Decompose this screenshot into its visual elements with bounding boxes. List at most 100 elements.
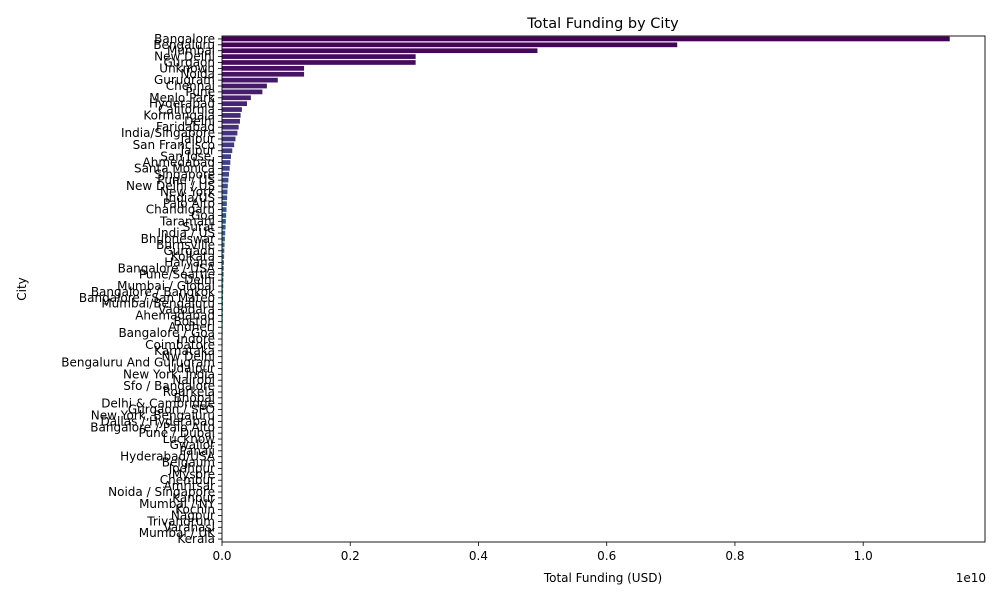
y-tick-label: Gurgaon / SFO	[128, 403, 215, 417]
y-tick-label: Pune	[185, 85, 215, 99]
bar	[222, 42, 678, 48]
y-tick-label: Nairobi	[172, 373, 215, 387]
y-tick-label: Varanasi	[164, 520, 215, 534]
bar	[222, 289, 224, 295]
y-tick-label: Mumbai / Global	[117, 279, 215, 293]
y-tick-label: Pune / Dubai	[139, 426, 215, 440]
y-tick-label: California	[158, 103, 215, 117]
y-tick-label: Ahmedabad	[143, 156, 215, 170]
y-tick-label: Hyderabad/USA	[120, 450, 216, 464]
y-tick-label: Bangalore / San Mateo	[79, 291, 215, 305]
bar	[222, 66, 305, 71]
bar	[222, 213, 227, 218]
y-tick-label: Belgaum	[162, 456, 215, 470]
x-tick-label: 0.0	[212, 549, 231, 563]
bar	[222, 271, 224, 277]
y-tick-label: Kochin	[175, 503, 215, 517]
y-tick-label: Chandigarh	[146, 203, 215, 217]
bar	[222, 295, 224, 301]
bar	[222, 201, 227, 207]
y-axis-title: City	[15, 277, 29, 301]
y-tick-label: Jaipur	[180, 144, 215, 158]
bar	[222, 207, 227, 212]
y-tick-label: Kanpur	[172, 491, 215, 505]
bar	[222, 54, 416, 59]
bar	[222, 101, 248, 107]
bar	[222, 136, 236, 142]
y-tick-label: Lucknow	[163, 432, 216, 446]
y-tick-label: Bangalore / Goa	[118, 326, 215, 340]
y-tick-label: Taramani	[159, 214, 215, 228]
x-tick-label: 0.6	[597, 549, 616, 563]
y-tick-label: Faridabad	[156, 120, 215, 134]
bar	[222, 248, 225, 254]
y-tick-label: San Jose,	[160, 150, 215, 164]
y-tick-label: Bangalore / Bangkok	[91, 285, 215, 299]
y-tick-label: Gurugram	[154, 73, 215, 87]
x-tick-label: 0.2	[341, 549, 360, 563]
bar	[222, 171, 230, 177]
y-tick-label: Karnataka	[154, 344, 215, 358]
x-tick-label: 1.0	[854, 549, 873, 563]
y-tick-label: Goa	[191, 208, 215, 222]
y-tick-label: Delhi	[184, 273, 215, 287]
y-tick-label: Bengaluru	[153, 38, 215, 52]
y-tick-label: Nw Delhi	[161, 350, 215, 364]
bar	[222, 60, 416, 65]
bar	[222, 224, 226, 230]
y-tick-label: Nagpur	[171, 509, 215, 523]
x-tick-label: 0.8	[725, 549, 744, 563]
bar	[222, 113, 241, 118]
chart-title: Total Funding by City	[526, 16, 679, 32]
bar	[222, 277, 224, 283]
y-tick-label: Hyderabad	[149, 97, 215, 111]
bar	[222, 71, 305, 77]
bar	[222, 89, 263, 95]
y-tick-label: Delhi	[184, 114, 215, 128]
y-tick-label: Kormangala	[143, 108, 215, 122]
y-tick-label: New Delhi / US	[126, 179, 215, 193]
y-tick-label: Singapore	[154, 167, 215, 181]
x-tick-label: 0.4	[469, 549, 488, 563]
bar	[222, 48, 538, 54]
y-tick-label: Bhopal	[174, 391, 215, 405]
y-tick-label: Rourkela	[163, 385, 215, 399]
bar	[222, 177, 229, 183]
bar	[222, 236, 225, 242]
y-tick-label: Panaji	[179, 444, 215, 458]
y-tick-label: Chembur	[160, 473, 215, 487]
y-tick-label: Jaipur	[180, 132, 215, 146]
y-tick-label: Chennai	[166, 79, 215, 93]
x-axis-offset-label: 1e10	[956, 571, 986, 585]
bar	[222, 107, 242, 112]
bar	[222, 189, 228, 195]
y-tick-label: Mumbai / NY	[139, 497, 216, 511]
y-tick-label: Bangalore / Palo Alto	[90, 420, 215, 434]
bar	[222, 283, 224, 289]
y-tick-label: Sfo / Bangalore	[123, 379, 215, 393]
bars-group	[222, 36, 950, 542]
y-tick-label: Unknown	[159, 61, 215, 75]
bar	[222, 254, 225, 259]
y-tick-label: India/US	[165, 191, 215, 205]
bar	[222, 83, 267, 89]
bar	[222, 230, 226, 236]
y-tick-label: Noida / Singapore	[108, 485, 215, 499]
y-tick-label: Andheri	[168, 320, 215, 334]
bar	[222, 242, 225, 248]
bar	[222, 124, 239, 130]
y-tick-label: Gurgaon	[163, 244, 215, 258]
bar	[222, 266, 224, 271]
y-tick-label: Bhubneswar	[141, 232, 215, 246]
y-tick-label: Mysore	[172, 467, 215, 481]
bar	[222, 130, 238, 136]
y-tick-label: Mumbai / UK	[139, 526, 216, 540]
y-tick-label: Surat	[183, 220, 216, 234]
y-tick-label: New York, India	[123, 367, 215, 381]
y-tick-label: Menlo Park	[149, 91, 215, 105]
y-tick-label: Pune/Seattle	[139, 267, 215, 281]
y-tick-label: Amritsar	[164, 479, 215, 493]
bar	[222, 218, 226, 224]
